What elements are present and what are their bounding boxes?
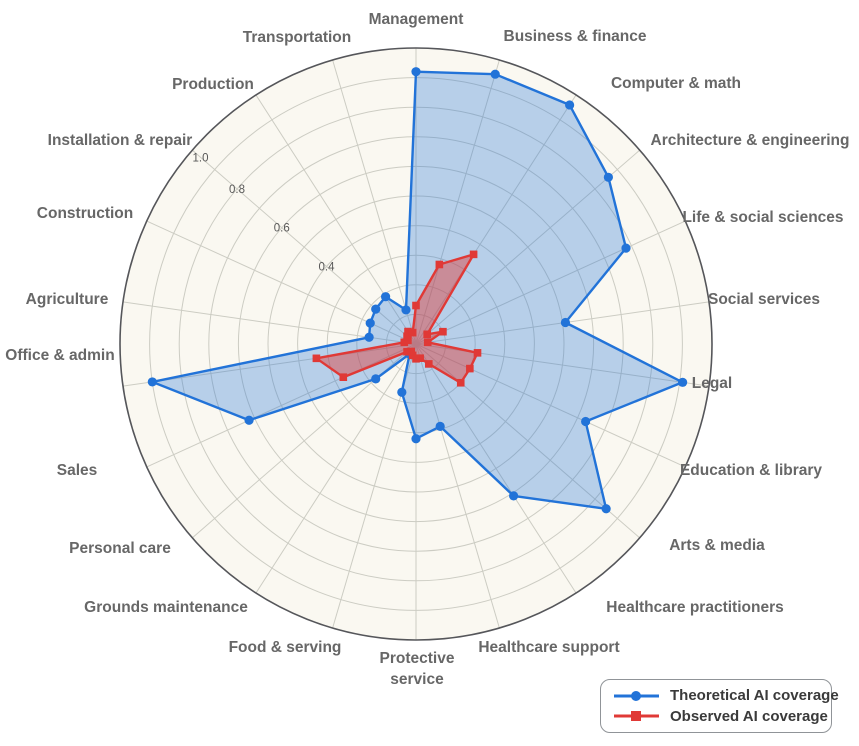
radial-tick-label: 1.0: [193, 152, 209, 164]
category-label-grounds-maintenance: Grounds maintenance: [84, 599, 248, 616]
category-label-computer-math: Computer & math: [611, 75, 741, 92]
data-point-circle: [411, 67, 421, 77]
data-point-square: [412, 301, 420, 310]
grid-spoke: [415, 343, 577, 594]
category-label-office-admin: Office & admin: [5, 347, 114, 364]
legend-circle-marker-icon: [614, 690, 659, 701]
data-point-square: [404, 327, 412, 336]
category-label-protective-service: Protective service: [380, 650, 455, 688]
legend-label-theoretical: Theoretical AI coverage: [670, 687, 839, 705]
data-point-circle: [603, 172, 613, 182]
category-label-installation-repair: Installation & repair: [48, 132, 193, 149]
grid-spoke: [255, 343, 417, 594]
grid-spoke: [415, 220, 686, 345]
grid-spoke: [415, 343, 686, 468]
data-point-square: [425, 360, 433, 368]
data-point-square: [423, 338, 432, 347]
data-point-square: [407, 347, 415, 356]
data-point-square: [469, 250, 478, 259]
category-label-agriculture: Agriculture: [26, 291, 109, 308]
data-point-square: [408, 351, 417, 360]
data-point-circle: [371, 304, 381, 314]
data-point-circle: [678, 377, 688, 387]
category-label-construction: Construction: [37, 205, 133, 222]
legend: Theoretical AI coverage Observed AI cove…: [600, 679, 839, 733]
grid-spoke: [415, 59, 500, 345]
legend-square-marker-icon: [614, 711, 659, 722]
data-point-square: [404, 336, 412, 345]
category-label-transportation: Transportation: [243, 29, 352, 46]
grid-spoke: [415, 343, 500, 629]
data-point-circle: [435, 421, 445, 431]
category-label-architecture-engineering: Architecture & engineering: [651, 132, 850, 149]
grid-spoke: [332, 59, 417, 345]
data-point-square: [403, 347, 411, 356]
data-point-square: [473, 349, 482, 357]
data-point-circle: [621, 243, 631, 253]
category-label-life-social-sciences: Life & social sciences: [682, 209, 843, 226]
category-label-production: Production: [172, 76, 254, 93]
data-point-circle: [509, 491, 519, 501]
data-point-circle: [581, 416, 591, 427]
category-label-arts-media: Arts & media: [669, 537, 765, 554]
category-label-social-services: Social services: [708, 291, 820, 308]
data-point-circle: [411, 434, 421, 444]
data-point-square: [312, 354, 321, 363]
data-point-circle: [490, 69, 500, 79]
data-point-circle: [371, 374, 381, 384]
data-point-square: [435, 260, 444, 269]
legend-label-observed: Observed AI coverage: [670, 707, 828, 725]
data-point-circle: [365, 318, 375, 328]
category-label-sales: Sales: [57, 462, 98, 479]
category-label-education-library: Education & library: [680, 462, 822, 479]
data-point-circle: [560, 317, 571, 328]
data-point-circle: [401, 305, 411, 315]
radial-tick-label: 0.8: [229, 184, 245, 196]
category-label-business-finance: Business & finance: [504, 28, 647, 45]
category-label-food-serving: Food & serving: [229, 639, 342, 656]
data-point-square: [339, 373, 348, 381]
legend-item-observed-ai-coverage[interactable]: Observed AI coverage: [613, 709, 828, 724]
data-point-square: [403, 332, 411, 341]
grid-spoke: [415, 343, 641, 539]
data-point-circle: [380, 292, 391, 302]
data-point-square: [456, 378, 465, 387]
data-point-circle: [364, 332, 374, 342]
data-point-square: [466, 364, 474, 373]
data-point-square: [416, 354, 424, 363]
grid-spoke: [415, 94, 577, 345]
data-point-square: [423, 330, 431, 339]
data-point-circle: [601, 504, 611, 514]
category-label-management: Management: [369, 11, 464, 28]
grid-spoke: [255, 94, 417, 345]
data-point-circle: [244, 415, 254, 425]
data-point-circle: [147, 377, 157, 387]
legend-item-theoretical-ai-coverage[interactable]: Theoretical AI coverage: [613, 688, 839, 703]
data-point-square: [439, 327, 447, 336]
category-label-personal-care: Personal care: [69, 540, 171, 557]
radial-tick-label: 0.4: [319, 261, 336, 273]
data-point-square: [408, 328, 417, 337]
outer-circle: [119, 47, 713, 641]
data-point-circle: [565, 100, 575, 110]
grid-spoke: [415, 149, 641, 345]
category-label-healthcare-practitioners: Healthcare practitioners: [606, 599, 783, 616]
radial-tick-label: 0.6: [274, 223, 290, 235]
data-point-circle: [397, 387, 407, 397]
category-label-legal: Legal: [692, 375, 732, 392]
category-label-healthcare-support: Healthcare support: [478, 639, 619, 656]
grid-spoke: [146, 343, 417, 468]
